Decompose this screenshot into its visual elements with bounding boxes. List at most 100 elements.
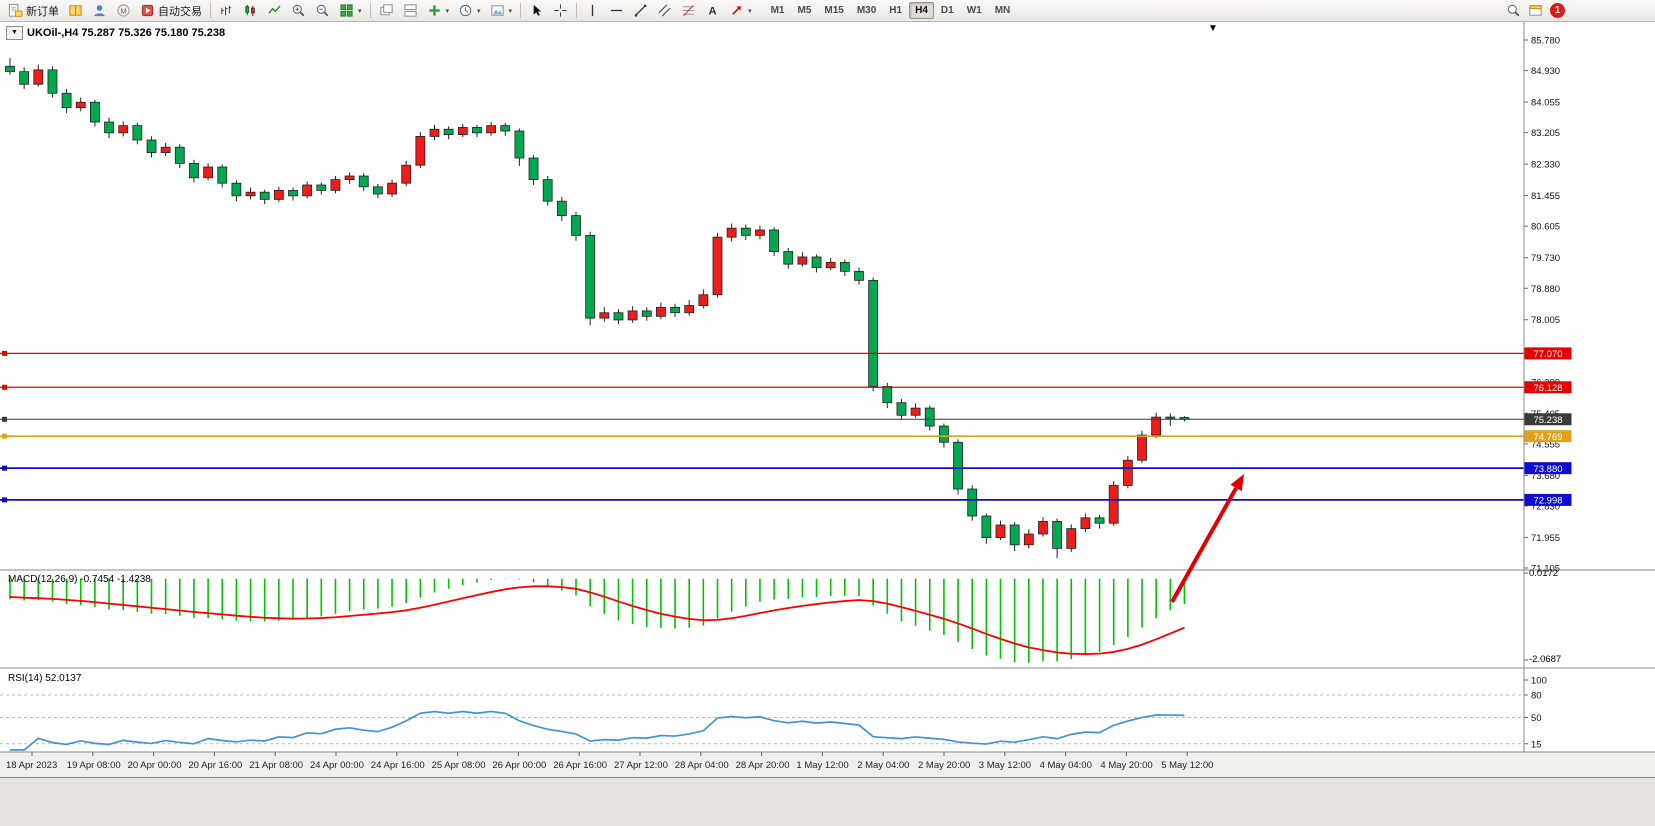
candle bbox=[174, 144, 185, 169]
horizontal-line-button[interactable] bbox=[605, 1, 628, 21]
line-anchor[interactable] bbox=[2, 433, 7, 439]
candle bbox=[797, 252, 808, 267]
rsi-line bbox=[10, 710, 1185, 751]
chart-line-button[interactable] bbox=[263, 1, 286, 21]
indicators-button[interactable]: ▾ bbox=[423, 1, 454, 21]
candle bbox=[415, 132, 426, 169]
fibonacci-button[interactable] bbox=[677, 1, 700, 21]
text-button[interactable]: A bbox=[701, 1, 724, 21]
tab-timeframe-d1[interactable]: D1 bbox=[940, 5, 954, 16]
time-axis-label: 21 Apr 08:00 bbox=[249, 760, 303, 771]
candle bbox=[457, 123, 468, 138]
price-axis-label: 84.930 bbox=[1531, 66, 1560, 77]
annotation-arrow[interactable] bbox=[1170, 474, 1244, 603]
timeframe-toolbar: M1 M5 M15 M30 H1 H4 D1 W1 MN bbox=[765, 2, 1017, 19]
candle bbox=[132, 122, 143, 145]
notification-badge[interactable]: 1 bbox=[1550, 3, 1565, 18]
candle bbox=[1151, 412, 1162, 438]
tile-windows-button[interactable]: ▾ bbox=[335, 1, 366, 21]
clock-icon bbox=[459, 4, 472, 17]
templates-button[interactable]: ▾ bbox=[486, 1, 517, 21]
tab-timeframe-m1[interactable]: M1 bbox=[770, 5, 785, 16]
tab-timeframe-m15[interactable]: M15 bbox=[824, 5, 844, 16]
tab-timeframe-w1[interactable]: W1 bbox=[966, 5, 982, 16]
chart-candles-button[interactable] bbox=[239, 1, 262, 21]
line-anchor[interactable] bbox=[2, 465, 7, 471]
accounts-button[interactable] bbox=[64, 1, 87, 21]
channel-button[interactable] bbox=[653, 1, 676, 21]
price-tag bbox=[1524, 381, 1572, 394]
person-icon bbox=[94, 5, 105, 17]
trendline-button[interactable] bbox=[629, 1, 652, 21]
mql5-button[interactable]: M bbox=[112, 1, 135, 21]
community-button[interactable] bbox=[88, 1, 111, 21]
candle bbox=[740, 224, 751, 241]
candle bbox=[981, 513, 992, 544]
arrows-tool-button[interactable]: ▾ bbox=[725, 1, 756, 21]
tab-timeframe-h4[interactable]: H4 bbox=[909, 2, 934, 19]
vertical-line-button[interactable] bbox=[581, 1, 604, 21]
price-axis-label: 81.455 bbox=[1531, 191, 1560, 202]
price-tag bbox=[1524, 413, 1572, 426]
zoom-in-button[interactable] bbox=[287, 1, 310, 21]
price-axis-label: 82.330 bbox=[1531, 160, 1560, 171]
candlestick-icon bbox=[245, 4, 255, 17]
new-order-button[interactable]: 新订单 bbox=[4, 1, 63, 21]
time-axis-label: 1 May 12:00 bbox=[796, 760, 848, 771]
candle bbox=[160, 142, 171, 157]
line-anchor[interactable] bbox=[2, 350, 7, 356]
zoom-in-icon bbox=[292, 4, 305, 17]
chart-title: UKOil-,H4 75.287 75.326 75.180 75.238 bbox=[27, 27, 226, 39]
arrange-windows-button[interactable] bbox=[399, 1, 422, 21]
tab-timeframe-h1[interactable]: H1 bbox=[889, 5, 903, 16]
candle bbox=[825, 258, 836, 271]
cascade-windows-button[interactable] bbox=[375, 1, 398, 21]
candle bbox=[684, 300, 695, 316]
time-axis-label: 20 Apr 16:00 bbox=[188, 760, 242, 771]
arrange-windows-icon bbox=[403, 4, 417, 17]
bar-chart-icon bbox=[221, 5, 232, 16]
candle bbox=[967, 485, 978, 521]
candle bbox=[90, 99, 100, 127]
price-tag-label: 75.238 bbox=[1533, 415, 1562, 426]
time-axis-label: 24 Apr 00:00 bbox=[310, 760, 364, 771]
time-axis[interactable]: 18 Apr 2023 19 Apr 08:00 20 Apr 00:00 20 Ap… bbox=[6, 752, 1213, 771]
cursor-button[interactable] bbox=[525, 1, 548, 21]
time-axis-label: 28 Apr 04:00 bbox=[675, 760, 729, 771]
zoom-out-button[interactable] bbox=[311, 1, 334, 21]
chart-title-bar: ▼ UKOil-,H4 75.287 75.326 75.180 75.238 bbox=[6, 26, 225, 40]
arrow-shape-icon bbox=[732, 6, 741, 15]
price-axis-label: 84.055 bbox=[1531, 98, 1560, 109]
chart-bars-button[interactable] bbox=[215, 1, 238, 21]
panel-icon[interactable] bbox=[1528, 3, 1543, 18]
candle bbox=[47, 66, 58, 98]
periods-button[interactable]: ▾ bbox=[454, 1, 485, 21]
candle bbox=[896, 399, 907, 420]
chart-canvas[interactable]: 85.780 84.930 84.055 83.205 82.330 81.455 80.6… bbox=[0, 22, 1655, 778]
macd-axis-max: 0.0172 bbox=[1529, 568, 1559, 579]
line-anchor[interactable] bbox=[2, 497, 7, 503]
candle bbox=[61, 88, 72, 114]
tab-timeframe-mn[interactable]: MN bbox=[994, 5, 1011, 16]
line-anchor[interactable] bbox=[2, 384, 7, 390]
candle bbox=[273, 186, 284, 202]
candle bbox=[429, 124, 440, 141]
price-tag-label: 74.769 bbox=[1533, 432, 1562, 443]
tab-timeframe-m5[interactable]: M5 bbox=[797, 5, 812, 16]
chevron-down-icon: ▾ bbox=[477, 7, 481, 15]
candle bbox=[585, 231, 596, 326]
crosshair-button[interactable] bbox=[549, 1, 572, 21]
candle bbox=[500, 122, 511, 136]
candle bbox=[924, 405, 935, 431]
tab-timeframe-m30[interactable]: M30 bbox=[856, 5, 877, 16]
chart-dropdown-button[interactable]: ▼ bbox=[6, 26, 23, 40]
svg-text:A: A bbox=[709, 6, 717, 18]
auto-trading-button[interactable]: 自动交易 bbox=[136, 1, 206, 21]
chevron-down-icon: ▾ bbox=[508, 7, 513, 15]
rsi-axis-label: 100 bbox=[1531, 676, 1547, 687]
price-lines: 77.070 76.128 75.238 74.769 73.880 72.998 bbox=[0, 347, 1572, 506]
line-anchor[interactable] bbox=[2, 416, 7, 422]
search-icon[interactable] bbox=[1506, 3, 1521, 18]
chart-shift-marker[interactable]: ▼ bbox=[1208, 23, 1218, 34]
vertical-line-icon bbox=[591, 4, 594, 17]
